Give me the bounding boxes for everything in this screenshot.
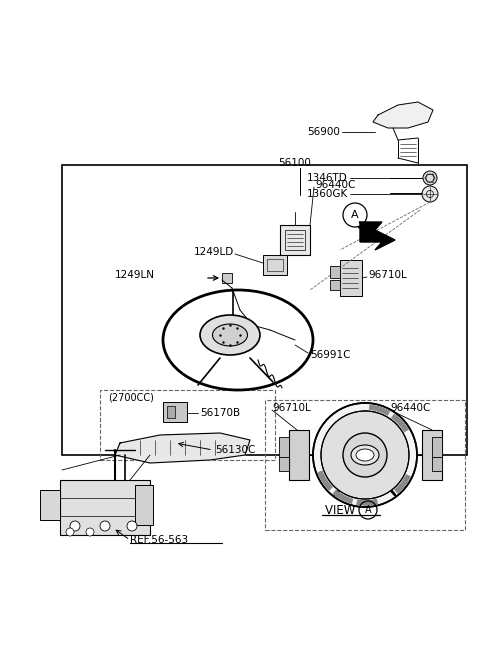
Bar bbox=[167, 406, 175, 418]
Bar bbox=[279, 457, 289, 471]
Bar bbox=[432, 457, 442, 471]
Polygon shape bbox=[360, 222, 395, 250]
Bar bbox=[222, 273, 232, 283]
Text: 56130C: 56130C bbox=[215, 445, 255, 455]
Text: A: A bbox=[365, 505, 372, 515]
Circle shape bbox=[70, 521, 80, 531]
Circle shape bbox=[66, 528, 74, 536]
Bar bbox=[100, 390, 275, 460]
Circle shape bbox=[86, 528, 94, 536]
Circle shape bbox=[423, 171, 437, 185]
Bar bbox=[265, 400, 465, 530]
Bar bbox=[340, 260, 362, 296]
Ellipse shape bbox=[356, 449, 374, 461]
Ellipse shape bbox=[200, 315, 260, 355]
Circle shape bbox=[313, 403, 417, 507]
Bar bbox=[330, 266, 340, 278]
Text: (2700CC): (2700CC) bbox=[108, 393, 154, 403]
Ellipse shape bbox=[351, 445, 379, 465]
Circle shape bbox=[127, 521, 137, 531]
Bar bbox=[135, 485, 153, 525]
Bar bbox=[289, 430, 309, 480]
Circle shape bbox=[343, 433, 387, 477]
Bar bbox=[285, 230, 305, 250]
Ellipse shape bbox=[213, 324, 248, 346]
Bar bbox=[330, 280, 340, 290]
Text: 96710L: 96710L bbox=[368, 270, 407, 280]
Polygon shape bbox=[115, 433, 250, 463]
Bar bbox=[163, 402, 187, 422]
Bar bbox=[422, 430, 442, 480]
Bar bbox=[267, 259, 283, 271]
Bar bbox=[62, 165, 467, 455]
Text: 1249LD: 1249LD bbox=[194, 247, 234, 257]
Text: 56900: 56900 bbox=[307, 127, 340, 137]
Text: 96440C: 96440C bbox=[315, 180, 355, 190]
Circle shape bbox=[321, 411, 409, 499]
Bar bbox=[279, 437, 289, 457]
Text: 56100: 56100 bbox=[278, 158, 312, 168]
Text: 96710L: 96710L bbox=[272, 403, 311, 413]
Circle shape bbox=[422, 186, 438, 202]
Bar bbox=[263, 255, 287, 275]
Circle shape bbox=[100, 521, 110, 531]
Text: A: A bbox=[351, 210, 359, 220]
Bar bbox=[432, 437, 442, 457]
Text: 1249LN: 1249LN bbox=[115, 270, 155, 280]
Bar bbox=[60, 480, 150, 535]
Text: 56991C: 56991C bbox=[310, 350, 350, 360]
Text: 96440C: 96440C bbox=[390, 403, 431, 413]
Polygon shape bbox=[373, 102, 433, 128]
Bar bbox=[40, 490, 60, 520]
Text: 56170B: 56170B bbox=[200, 408, 240, 418]
Text: 1346TD: 1346TD bbox=[307, 173, 348, 183]
Text: 1360GK: 1360GK bbox=[307, 189, 348, 199]
Text: REF.56-563: REF.56-563 bbox=[130, 535, 188, 545]
Text: VIEW: VIEW bbox=[325, 504, 359, 516]
Bar bbox=[280, 225, 310, 255]
